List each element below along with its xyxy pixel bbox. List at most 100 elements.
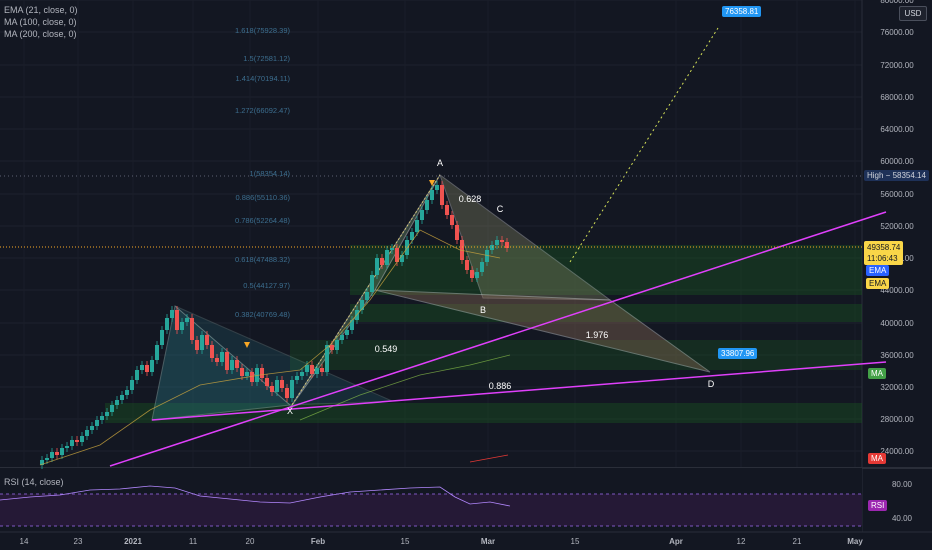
- candle-body: [215, 358, 219, 362]
- candle-body: [465, 260, 469, 270]
- candle-body: [150, 360, 154, 372]
- candle-body: [240, 368, 244, 376]
- price-label: 60000.00: [880, 157, 914, 166]
- target-projection-line: [569, 27, 719, 263]
- pattern-bcd[interactable]: [374, 289, 711, 373]
- candle-body: [235, 360, 239, 368]
- candle-body: [300, 372, 304, 376]
- candle-body: [350, 320, 354, 330]
- legend-ema[interactable]: EMA (21, close, 0): [4, 5, 78, 15]
- target-price-tag[interactable]: 76358.81: [722, 6, 762, 17]
- price-label: 72000.00: [880, 61, 914, 70]
- candle-body: [315, 368, 319, 374]
- candle-body: [285, 388, 289, 398]
- fib-level-label: 0.786(52264.48): [235, 216, 291, 225]
- time-label: 15: [401, 537, 410, 546]
- legend-ma200[interactable]: MA (200, close, 0): [4, 29, 77, 39]
- candle-body: [255, 368, 259, 382]
- time-label: 23: [74, 537, 83, 546]
- point-b: B: [480, 305, 486, 315]
- candle-body: [70, 440, 74, 446]
- candle-body: [345, 330, 349, 335]
- candle-body: [170, 310, 174, 318]
- fib-level-label: 0.5(44127.97): [243, 281, 290, 290]
- candle-body: [405, 240, 409, 255]
- high-price-tag: High − 58354.14: [864, 170, 929, 181]
- point-d: D: [708, 379, 715, 389]
- ema-tag-2: EMA: [866, 278, 890, 289]
- ascending-trendline[interactable]: [109, 211, 887, 467]
- candle-body: [65, 446, 69, 448]
- price-label: 24000.00: [880, 447, 914, 456]
- pattern-labels: A X B C D 0.628 0.549 1.976 0.886: [287, 158, 715, 416]
- currency-button[interactable]: USD: [899, 6, 927, 21]
- candle-body: [135, 370, 139, 380]
- rsi-legend[interactable]: RSI (14, close): [4, 477, 64, 487]
- price-label: 80000.00: [880, 0, 914, 5]
- ma100-line[interactable]: [299, 354, 511, 421]
- indicator-legend: EMA (21, close, 0) MA (100, close, 0) MA…: [4, 4, 78, 40]
- ma200-tag: MA: [868, 453, 886, 464]
- price-label: 32000.00: [880, 383, 914, 392]
- candle-body: [295, 376, 299, 380]
- candle-body: [340, 335, 344, 340]
- point-a: A: [437, 158, 443, 168]
- rsi-line[interactable]: [0, 485, 511, 507]
- candle-body: [130, 380, 134, 390]
- candle-body: [495, 240, 499, 245]
- candle-body: [450, 215, 454, 225]
- candle-body: [270, 386, 274, 392]
- ema-line[interactable]: [39, 229, 501, 466]
- time-label: Apr: [669, 537, 683, 546]
- last-price-tag: 49358.74 11:06:43: [864, 241, 904, 265]
- candle-body: [415, 220, 419, 232]
- candle-body: [75, 440, 79, 442]
- d-price-tag[interactable]: 33807.96: [718, 348, 758, 359]
- ratio-xd: 0.886: [489, 381, 512, 391]
- price-label: 44000.00: [880, 286, 914, 295]
- candle-body: [385, 250, 389, 265]
- fib-level-label: 0.618(47488.32): [235, 255, 291, 264]
- fib-level-label: 1.414(70194.11): [236, 74, 291, 83]
- candle-body: [185, 318, 189, 322]
- zone-3: [290, 340, 862, 370]
- candle-body: [475, 272, 479, 278]
- fib-level-label: 1.5(72581.12): [243, 54, 290, 63]
- candle-body: [265, 378, 269, 386]
- ratio-ac: 0.628: [459, 194, 482, 204]
- candle-body: [165, 318, 169, 330]
- candle-body: [400, 255, 404, 262]
- ema-tag-1: EMA: [866, 265, 890, 276]
- time-label: Feb: [311, 537, 325, 546]
- rsi-pane: [0, 468, 862, 532]
- price-label: 56000.00: [880, 190, 914, 199]
- support-trendline[interactable]: [151, 361, 887, 421]
- ratio-xb: 0.549: [375, 344, 398, 354]
- fib-level-label: 1(58354.14): [250, 169, 291, 178]
- point-x: X: [287, 406, 293, 416]
- fib-level-label: 0.382(40769.48): [235, 310, 291, 319]
- price-label: 68000.00: [880, 93, 914, 102]
- candle-body: [395, 248, 399, 262]
- rsi-axis-label: 80.00: [892, 480, 913, 489]
- legend-ma100[interactable]: MA (100, close, 0): [4, 17, 77, 27]
- candle-body: [310, 365, 314, 374]
- zone-1: [350, 245, 862, 295]
- ma200-line[interactable]: [469, 454, 509, 463]
- candle-body: [145, 365, 149, 372]
- time-axis[interactable]: 14 23 2021 11 20 Feb 15 Mar 15 Apr 12 21 May: [20, 537, 864, 546]
- candle-body: [195, 340, 199, 350]
- candle-body: [155, 345, 159, 360]
- time-label: Mar: [481, 537, 495, 546]
- candle-body: [370, 275, 374, 292]
- candles: [40, 181, 509, 469]
- candle-body: [160, 330, 164, 345]
- candle-body: [330, 345, 334, 350]
- fib-level-label: 1.618(75928.39): [235, 26, 291, 35]
- candle-body: [60, 448, 64, 455]
- fib-level-label: 1.272(66092.47): [235, 106, 291, 115]
- candle-body: [455, 225, 459, 240]
- price-label: 52000.00: [880, 222, 914, 231]
